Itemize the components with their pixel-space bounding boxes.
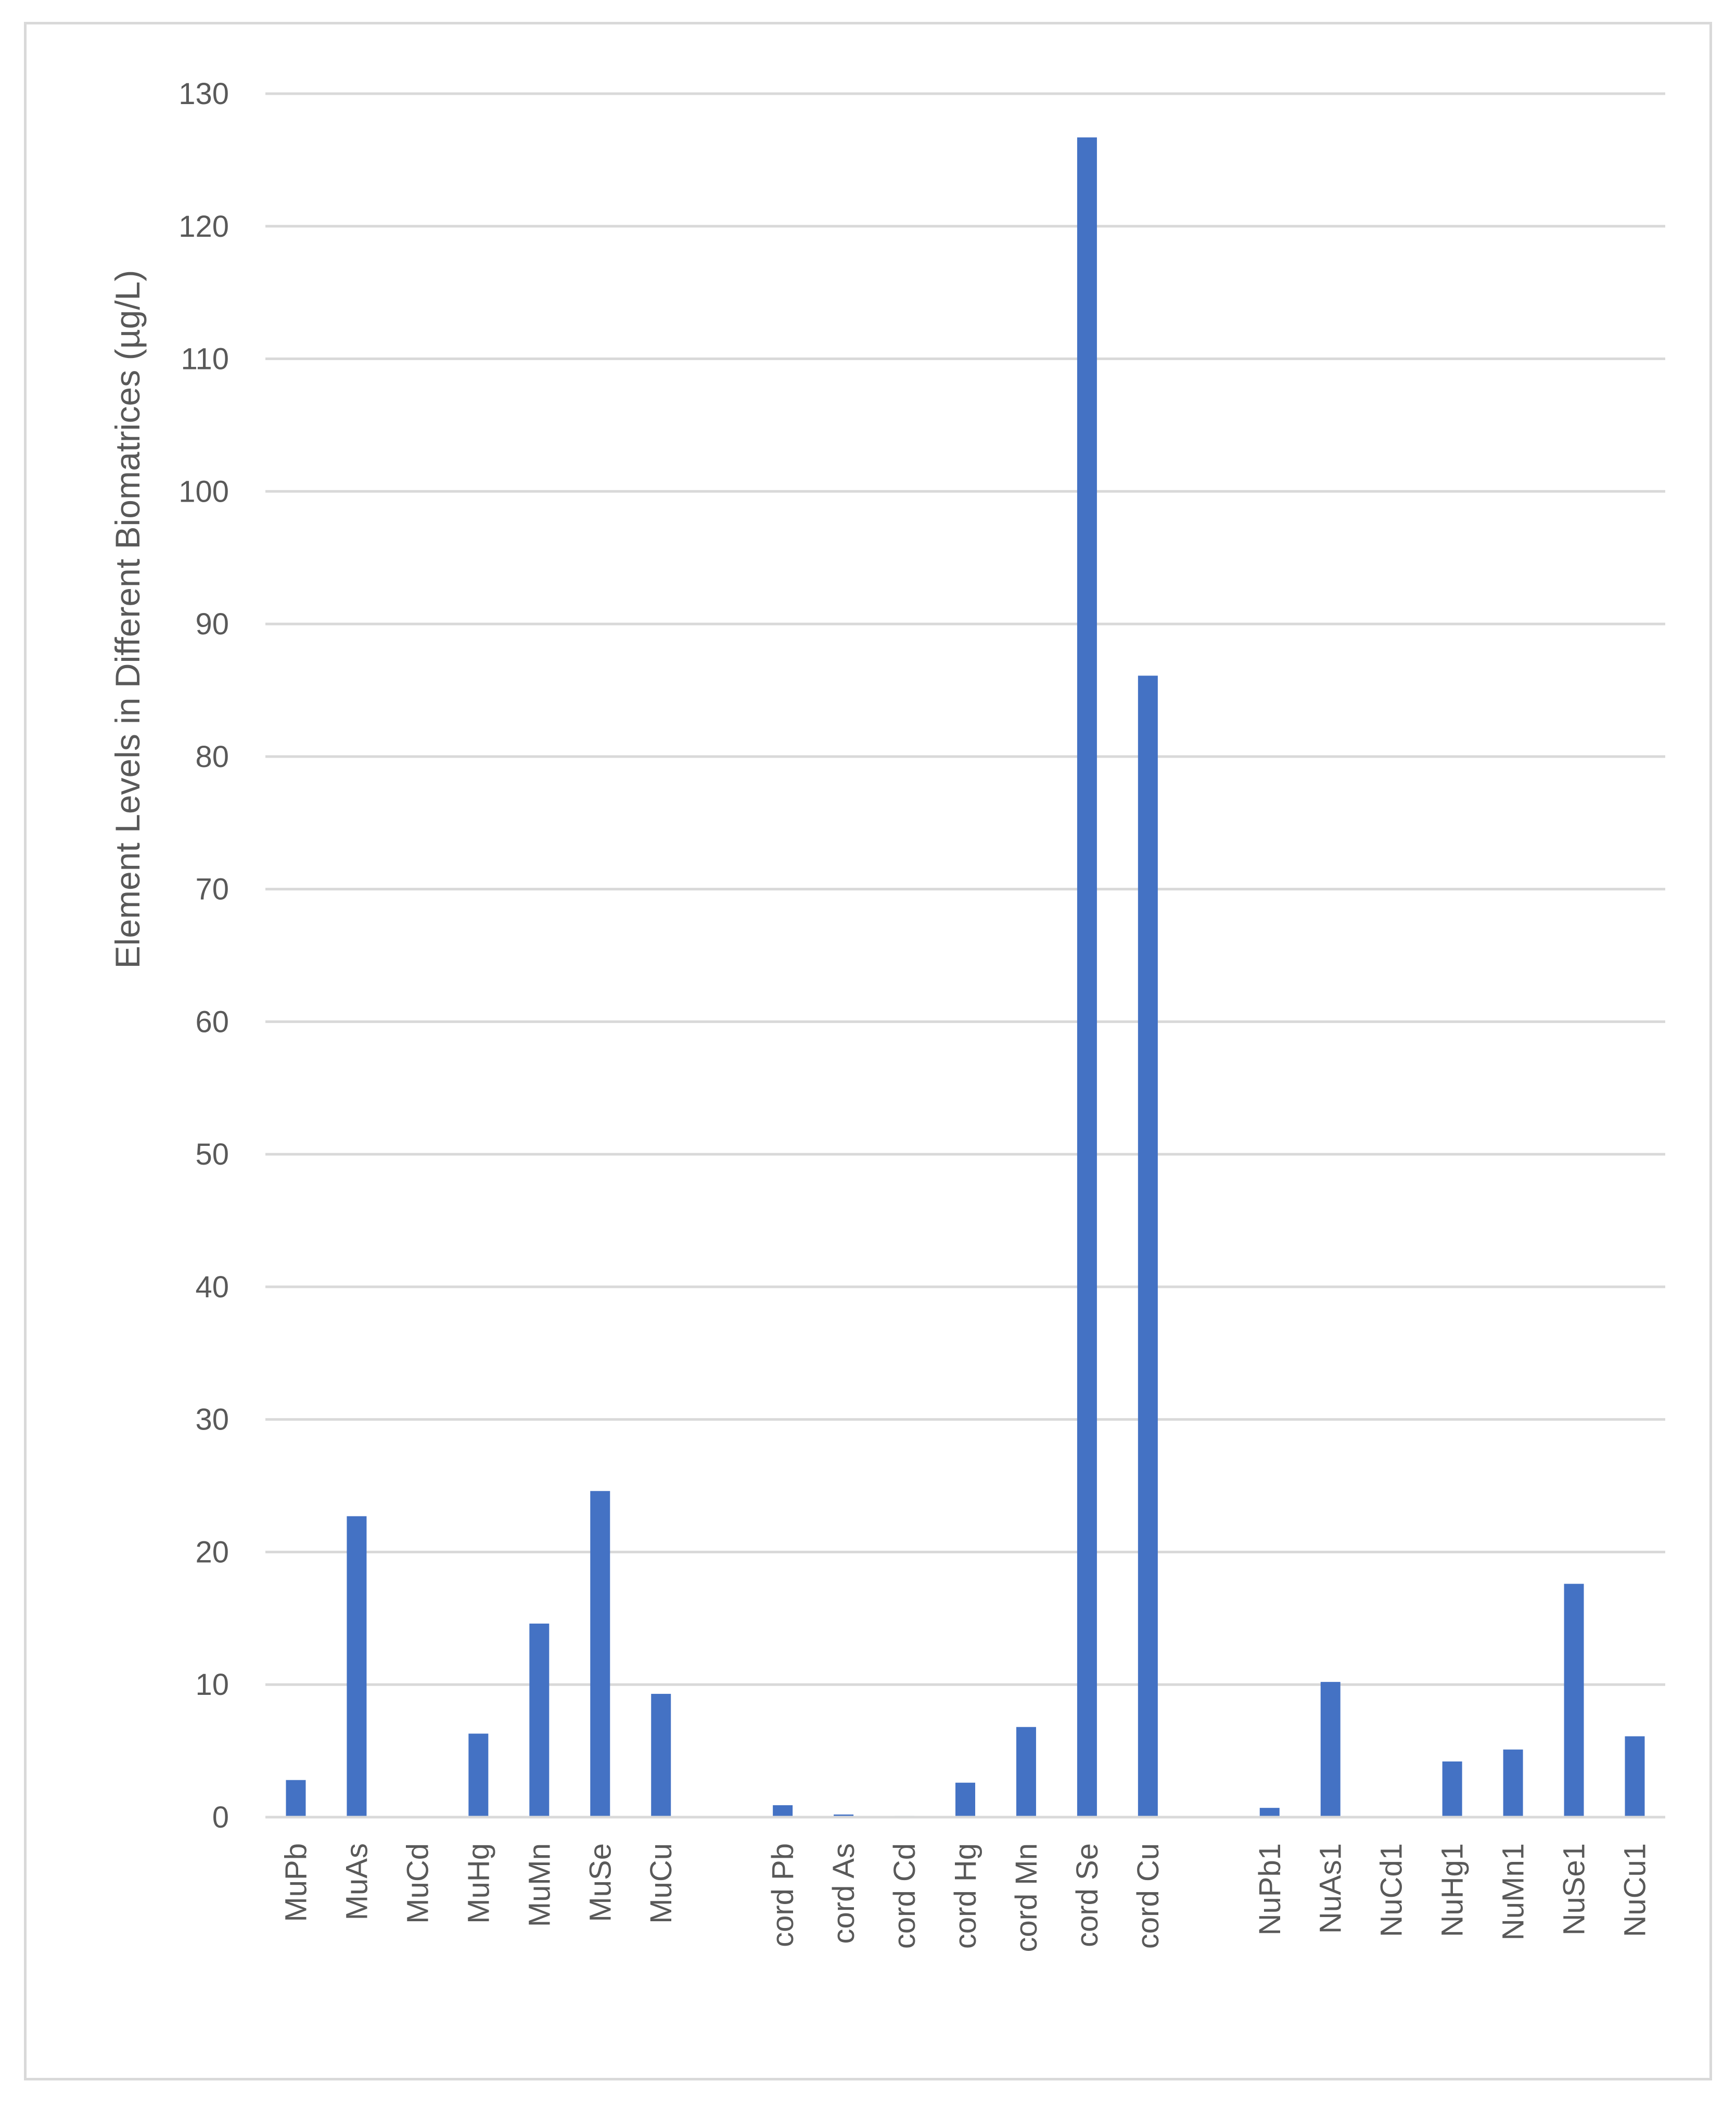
x-category-label: NuCd1 [1375, 1843, 1409, 1937]
y-tick-label: 10 [195, 1668, 229, 1702]
y-tick-label: 70 [195, 873, 229, 906]
bar [590, 1491, 610, 1817]
bar [468, 1733, 489, 1817]
x-category-label: MuAs [340, 1843, 374, 1920]
y-tick-label: 90 [195, 607, 229, 641]
y-axis-tick-labels: 0 10 20 30 40 50 60 70 80 90 100 110 120 130 [178, 77, 229, 1834]
x-category-label: cord Hg [949, 1843, 982, 1949]
x-category-label: NuHg1 [1436, 1843, 1470, 1937]
bar [1259, 1808, 1280, 1817]
y-tick-label: 130 [178, 77, 229, 111]
x-category-label: NuMn1 [1497, 1843, 1530, 1940]
x-category-label: cord Se [1070, 1843, 1104, 1947]
x-category-label: MuMn [522, 1843, 556, 1927]
y-tick-label: 40 [195, 1270, 229, 1304]
bar [773, 1805, 793, 1817]
bar [834, 1814, 854, 1817]
x-category-label: cord Cu [1131, 1843, 1165, 1949]
x-category-label: cord Mn [1010, 1843, 1043, 1952]
x-category-label: NuPb1 [1253, 1843, 1287, 1935]
y-tick-label: 100 [178, 475, 229, 508]
x-category-label: NuSe1 [1558, 1843, 1591, 1935]
y-tick-label: 120 [178, 210, 229, 244]
x-axis-category-labels: MuPb MuAs MuCd MuHg MuMn MuSe MuCu cord Pb cord … [279, 1843, 1652, 1952]
bar [1625, 1736, 1645, 1817]
x-category-label: MuCu [644, 1843, 678, 1924]
y-tick-label: 0 [212, 1800, 229, 1834]
bars [286, 137, 1645, 1818]
bar [1077, 137, 1097, 1818]
bar [1320, 1682, 1341, 1817]
bar [1564, 1584, 1584, 1817]
bar [1442, 1761, 1462, 1817]
bar [651, 1694, 671, 1817]
x-category-label: cord Cd [888, 1843, 922, 1949]
bar [1503, 1750, 1523, 1817]
bar [347, 1516, 367, 1817]
chart-frame [24, 22, 1712, 2080]
y-tick-label: 30 [195, 1403, 229, 1437]
x-category-label: MuSe [583, 1843, 617, 1922]
x-category-label: NuCu1 [1618, 1843, 1652, 1937]
x-category-label: MuCd [401, 1843, 435, 1924]
y-tick-label: 50 [195, 1138, 229, 1171]
x-category-label: MuHg [462, 1843, 495, 1924]
x-category-label: cord As [827, 1843, 861, 1944]
bar [1138, 675, 1158, 1817]
bar [529, 1624, 550, 1817]
y-tick-label: 80 [195, 740, 229, 774]
x-category-label: NuAs1 [1314, 1843, 1348, 1934]
y-tick-label: 20 [195, 1535, 229, 1569]
y-tick-label: 60 [195, 1005, 229, 1039]
bar [1016, 1727, 1036, 1817]
gridlines [265, 92, 1665, 1686]
bar [286, 1780, 306, 1817]
y-tick-label: 110 [181, 342, 229, 376]
bar [955, 1782, 975, 1817]
y-axis-title: Element Levels in Different Biomatrices … [108, 270, 147, 969]
x-category-label: cord Pb [766, 1843, 800, 1947]
x-category-label: MuPb [279, 1843, 313, 1922]
